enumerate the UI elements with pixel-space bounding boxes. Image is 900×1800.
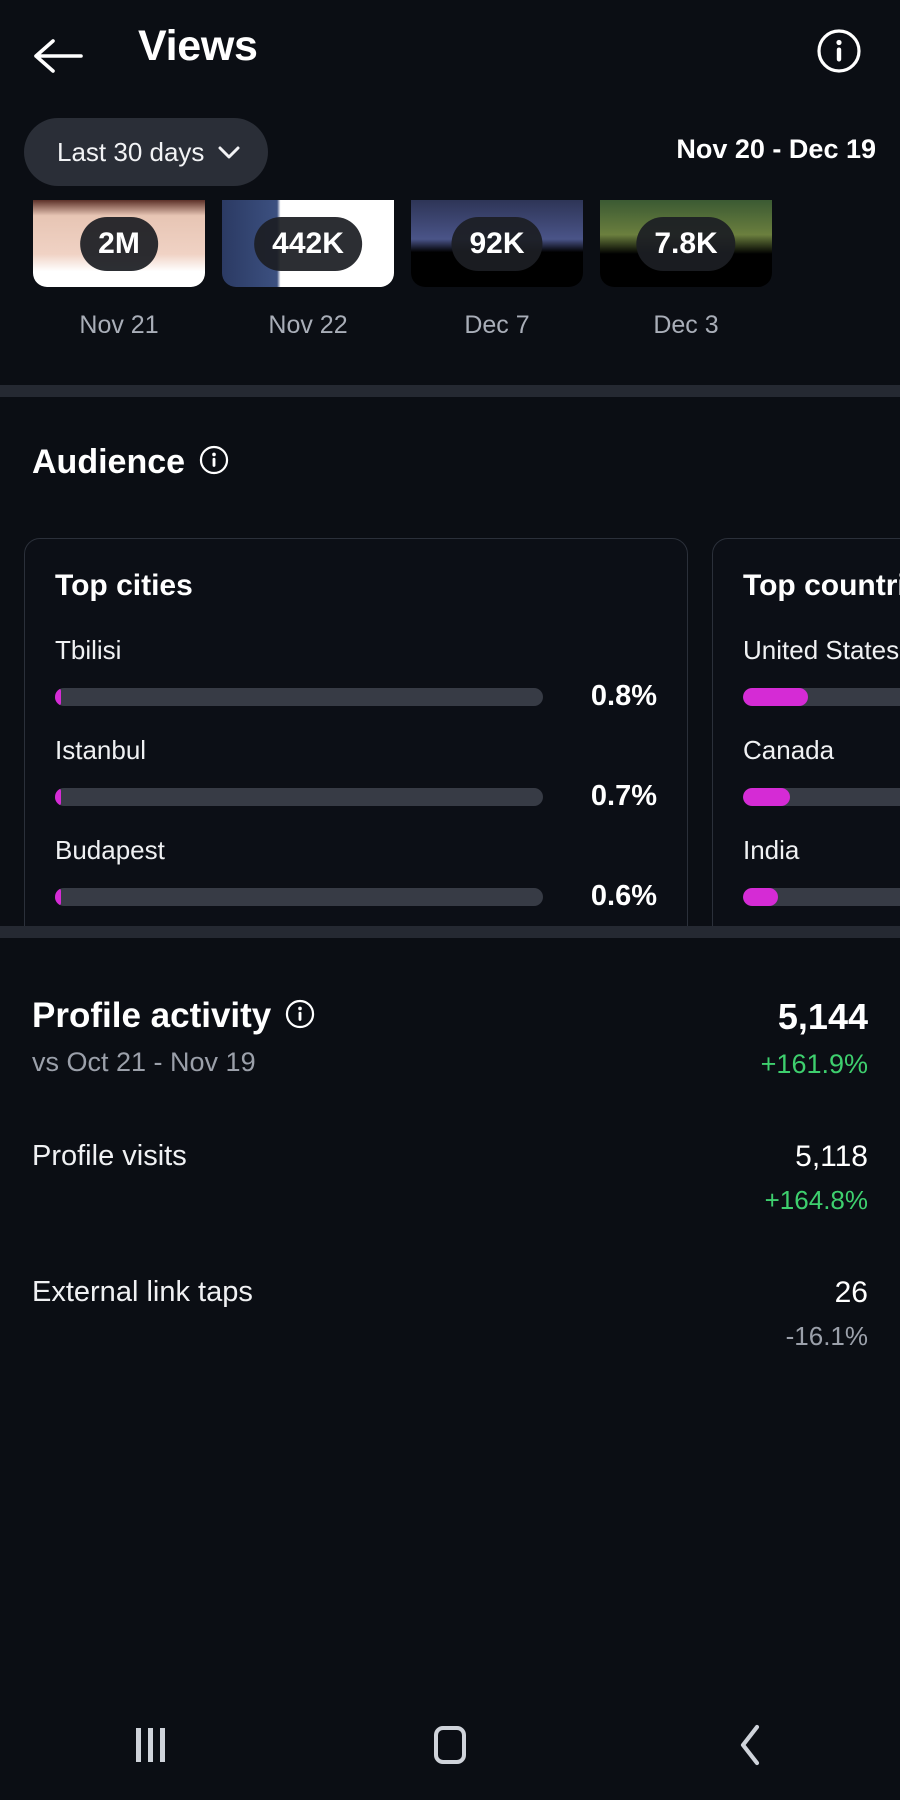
post-views-badge: 2M <box>80 216 158 271</box>
profile-activity-total: 5,144 <box>777 996 868 1037</box>
top-post-item[interactable]: 2M Nov 21 <box>33 200 205 340</box>
profile-activity-section: Profile activity vs Oct 21 - Nov 19 5,14… <box>0 938 900 1352</box>
audience-row-percent: 0.6% <box>590 880 657 912</box>
audience-row-label: India <box>743 835 800 865</box>
audience-header: Audience <box>0 443 900 482</box>
audience-bar-fill <box>55 687 61 706</box>
audience-section: Audience Top cities Tbilisi 0.8% Istanbul 0.… <box>0 397 900 926</box>
audience-card-title: Top cities <box>55 569 193 602</box>
post-thumbnail[interactable]: 7.8K <box>600 200 772 287</box>
date-range-text: Nov 20 - Dec 19 <box>676 134 876 164</box>
audience-row: Canada 9.6% <box>743 735 900 813</box>
audience-bar-fill <box>55 787 61 806</box>
post-date-label: Dec 3 <box>653 311 719 339</box>
date-filter-row: Last 30 days Nov 20 - Dec 19 <box>0 110 900 200</box>
post-date-label: Dec 7 <box>464 311 530 339</box>
post-thumbnail[interactable]: 442K <box>222 200 394 287</box>
profile-activity-delta: +161.9% <box>760 1049 868 1079</box>
date-range-dropdown[interactable]: Last 30 days <box>24 118 269 186</box>
profile-activity-title: Profile activity <box>32 996 272 1035</box>
profile-metric-row[interactable]: Profile visits 5,118 +164.8% <box>32 1140 868 1216</box>
profile-activity-comparison: vs Oct 21 - Nov 19 <box>32 1047 256 1077</box>
audience-row-bar-line: 7.1% <box>743 880 900 913</box>
top-posts-carousel[interactable]: 2M Nov 21 442K Nov 22 92K Dec 7 7.8K Dec 3 <box>0 200 900 385</box>
profile-metric-delta: -16.1% <box>785 1321 868 1351</box>
audience-row-bar-line: 0.8% <box>55 680 657 713</box>
audience-bar-track <box>743 887 900 906</box>
audience-row-bar-line: 13.4% <box>743 680 900 713</box>
back-icon[interactable] <box>690 1705 810 1785</box>
audience-bar-track <box>55 687 543 706</box>
back-arrow-icon[interactable] <box>30 28 86 84</box>
profile-metric-label: External link taps <box>32 1276 253 1308</box>
audience-row-bar-line: 9.6% <box>743 780 900 813</box>
top-post-item[interactable]: 7.8K Dec 3 <box>600 200 772 340</box>
audience-row-label: Canada <box>743 735 835 765</box>
audience-title: Audience <box>32 443 186 481</box>
profile-metric-row[interactable]: External link taps 26 -16.1% <box>32 1276 868 1352</box>
post-views-badge: 92K <box>451 216 543 271</box>
audience-row-label: Tbilisi <box>55 635 122 665</box>
info-circle-icon[interactable] <box>285 999 315 1034</box>
top-post-item[interactable]: 442K Nov 22 <box>222 200 394 340</box>
profile-metric-label: Profile visits <box>32 1140 187 1172</box>
chevron-down-icon <box>218 146 240 159</box>
audience-bar-fill <box>743 887 778 906</box>
audience-row: Tbilisi 0.8% <box>55 635 657 713</box>
page-title: Views <box>138 22 258 70</box>
profile-metric-value: 26 <box>834 1276 868 1309</box>
post-date-label: Nov 22 <box>268 311 348 339</box>
post-views-badge: 442K <box>254 216 362 271</box>
audience-row-label: Istanbul <box>55 735 147 765</box>
audience-bar-track <box>55 787 543 806</box>
info-circle-icon[interactable] <box>816 28 862 74</box>
post-date-label: Nov 21 <box>79 311 159 339</box>
profile-metric-delta: +164.8% <box>764 1185 868 1215</box>
audience-card: Top cities Tbilisi 0.8% Istanbul 0.7% Budapes… <box>24 538 688 926</box>
audience-row-label: Budapest <box>55 835 165 865</box>
section-divider <box>0 385 900 397</box>
audience-row-percent: 0.8% <box>590 680 657 712</box>
profile-metric-value: 5,118 <box>795 1140 868 1173</box>
audience-card: Top countries United States 13.4% Canada 9.6… <box>712 538 900 926</box>
recents-icon[interactable] <box>90 1705 210 1785</box>
post-thumbnail[interactable]: 2M <box>33 200 205 287</box>
audience-row-label: United States <box>743 635 900 665</box>
audience-bar-fill <box>743 687 809 706</box>
audience-row: India 7.1% <box>743 835 900 913</box>
audience-bar-fill <box>55 887 61 906</box>
post-views-badge: 7.8K <box>636 216 736 271</box>
audience-cards-scroller[interactable]: Top cities Tbilisi 0.8% Istanbul 0.7% Budapes… <box>0 538 900 926</box>
date-range-label: Last 30 days <box>57 136 205 167</box>
android-navigation-bar <box>0 1690 900 1800</box>
audience-bar-track <box>743 787 900 806</box>
audience-row-bar-line: 0.7% <box>55 780 657 813</box>
profile-activity-header: Profile activity vs Oct 21 - Nov 19 5,14… <box>32 996 868 1080</box>
audience-bar-track <box>743 687 900 706</box>
audience-row: Istanbul 0.7% <box>55 735 657 813</box>
section-divider-2 <box>0 926 900 938</box>
audience-card-title: Top countries <box>743 569 900 602</box>
audience-row-percent: 0.7% <box>590 780 657 812</box>
audience-bar-fill <box>743 787 790 806</box>
audience-row: Budapest 0.6% <box>55 835 657 913</box>
audience-row-bar-line: 0.6% <box>55 880 657 913</box>
audience-bar-track <box>55 887 543 906</box>
top-post-item[interactable]: 92K Dec 7 <box>411 200 583 340</box>
app-header: Views <box>0 0 900 110</box>
audience-row: United States 13.4% <box>743 635 900 713</box>
post-thumbnail[interactable]: 92K <box>411 200 583 287</box>
info-circle-icon[interactable] <box>199 445 229 480</box>
home-icon[interactable] <box>390 1705 510 1785</box>
